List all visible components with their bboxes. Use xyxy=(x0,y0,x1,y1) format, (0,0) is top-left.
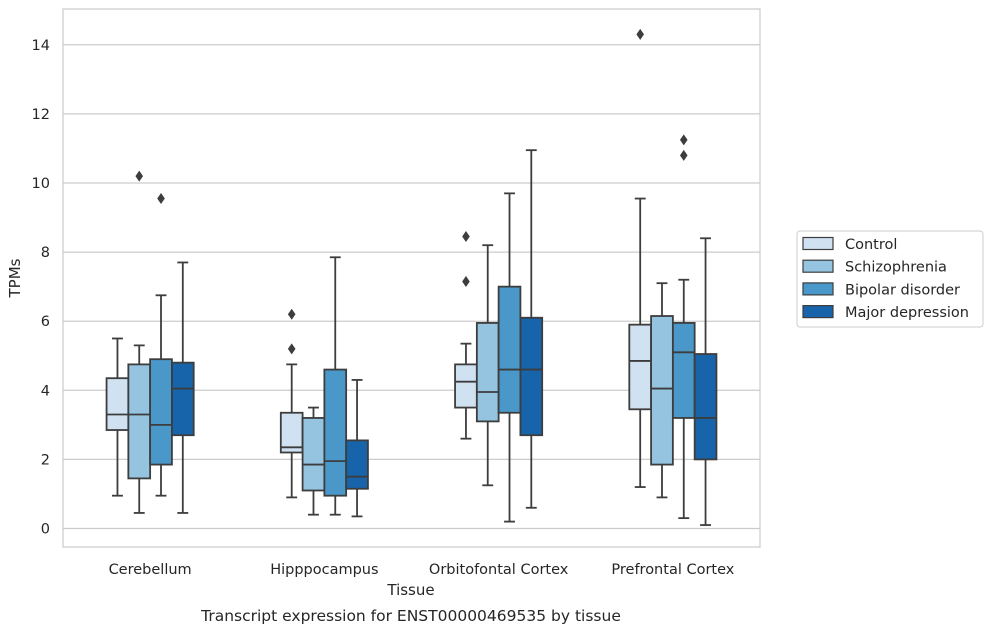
outlier-point xyxy=(135,170,144,182)
outlier-point xyxy=(462,231,470,243)
box-body xyxy=(497,285,522,414)
y-tick-label: 6 xyxy=(41,314,50,330)
box xyxy=(345,379,369,518)
y-axis-ticks: 0 2 4 6 8 10 12 14 xyxy=(32,38,50,538)
outlier-point xyxy=(679,134,688,146)
legend-label: Major depression xyxy=(845,305,969,321)
y-tick-label: 12 xyxy=(32,107,50,123)
legend-swatch xyxy=(802,259,834,273)
x-tick-label: Hipppocampus xyxy=(270,562,378,578)
outlier-point xyxy=(679,149,688,161)
outlier-point xyxy=(157,193,165,205)
y-tick-label: 2 xyxy=(41,452,50,468)
box-body xyxy=(519,316,544,437)
box xyxy=(454,231,478,440)
box-body xyxy=(149,358,173,466)
box xyxy=(519,149,544,509)
box-body xyxy=(345,439,369,490)
legend-swatch xyxy=(802,305,834,319)
box xyxy=(127,170,152,514)
box-body xyxy=(127,363,152,480)
y-tick-label: 4 xyxy=(41,383,50,399)
box xyxy=(671,134,696,520)
box xyxy=(149,193,173,497)
box-body xyxy=(628,323,652,411)
outlier-point xyxy=(462,275,470,287)
y-tick-label: 8 xyxy=(41,245,50,261)
y-tick-label: 10 xyxy=(32,176,50,192)
legend-label: Control xyxy=(845,237,897,253)
box-body xyxy=(454,363,478,409)
box-body xyxy=(671,322,696,419)
box-body xyxy=(323,368,348,497)
box xyxy=(171,261,195,514)
x-tick-label: Prefrontal Cortex xyxy=(611,562,734,578)
box-body xyxy=(105,377,130,431)
box xyxy=(650,282,674,499)
x-tick-label: Orbitofontal Cortex xyxy=(429,562,569,578)
box-groups xyxy=(105,28,718,526)
legend-swatch xyxy=(802,282,834,296)
outlier-point xyxy=(287,343,296,355)
outlier-point xyxy=(287,308,296,320)
legend-swatch xyxy=(802,236,834,251)
box xyxy=(105,337,130,497)
y-tick-label: 14 xyxy=(32,38,50,54)
box-body xyxy=(475,322,500,423)
legend: Control Schizophrenia Bipolar disorder Majo… xyxy=(796,230,984,328)
y-tick-label: 0 xyxy=(41,522,50,538)
outlier-point xyxy=(636,28,645,40)
x-axis-label: Tissue xyxy=(386,581,434,599)
y-axis-label: TPMs xyxy=(6,258,24,298)
box-body xyxy=(693,353,718,461)
legend-label: Bipolar disorder xyxy=(845,282,960,298)
x-tick-label: Cerebellum xyxy=(109,562,192,578)
chart-title: Transcript expression for ENST0000046953… xyxy=(200,607,621,625)
legend-frame xyxy=(796,230,984,328)
legend-label: Schizophrenia xyxy=(845,260,947,276)
box xyxy=(693,237,718,526)
box-body xyxy=(301,417,326,492)
box xyxy=(323,256,348,516)
box xyxy=(628,28,652,488)
box-body xyxy=(650,315,674,466)
plot-area xyxy=(62,8,761,548)
x-axis-ticks: Cerebellum Hipppocampus Orbitofontal Corte… xyxy=(109,562,735,578)
box-body xyxy=(171,361,195,437)
